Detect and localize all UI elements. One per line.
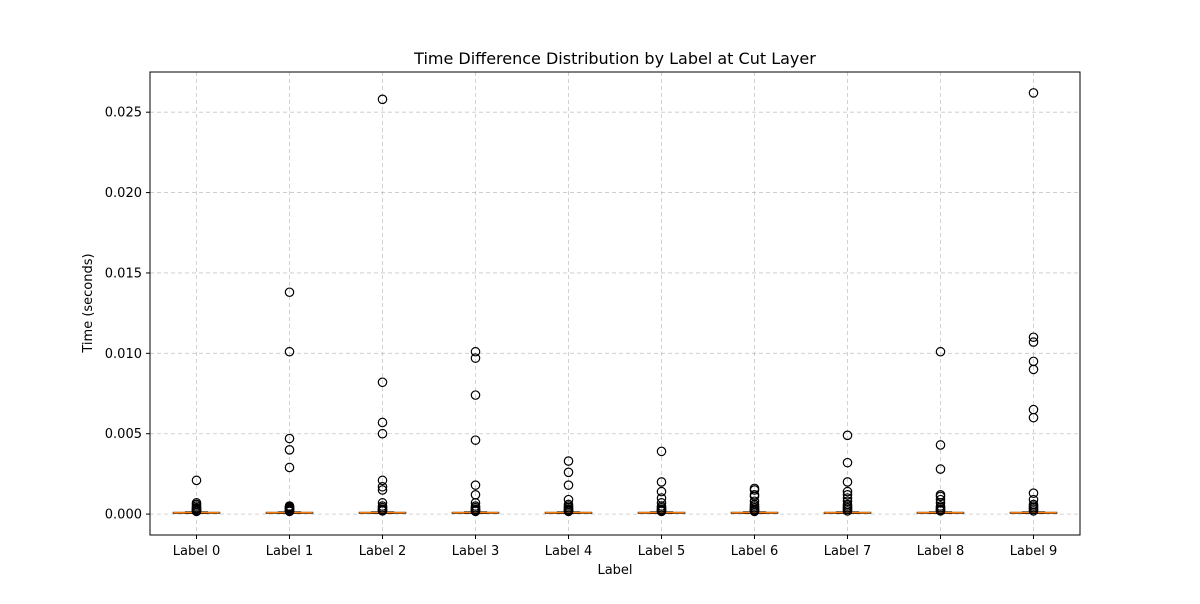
x-tick-label: Label 8 — [917, 544, 964, 559]
box-group — [916, 346, 965, 516]
x-axis-label: Label — [597, 563, 632, 578]
x-tick-label: Label 7 — [824, 544, 871, 559]
outlier-point — [1028, 488, 1039, 499]
outlier-point — [656, 477, 667, 487]
outlier-point — [1028, 412, 1039, 423]
y-tick-label: 0.015 — [105, 266, 142, 281]
y-tick-label: 0.000 — [105, 508, 142, 523]
box-group — [265, 287, 314, 517]
outlier-point — [470, 480, 481, 490]
outlier-point — [1028, 337, 1039, 347]
outlier-point — [377, 506, 388, 516]
grid-lines — [150, 72, 1080, 535]
outlier-point — [842, 477, 853, 487]
chart-title: Time Difference Distribution by Label at… — [413, 49, 816, 68]
outlier-point — [470, 506, 481, 517]
x-tick-label: Label 6 — [731, 544, 778, 559]
plot-frame — [149, 71, 1081, 536]
outlier-point — [377, 485, 388, 495]
outlier-point — [563, 480, 574, 490]
outlier-point — [191, 475, 202, 486]
y-axis-label: Time (seconds) — [81, 253, 96, 353]
outlier-point — [470, 435, 481, 445]
x-tick-label: Label 1 — [266, 544, 313, 559]
outlier-point — [284, 433, 295, 444]
outlier-point — [1028, 332, 1039, 343]
x-tick-label: Label 5 — [638, 544, 685, 559]
outlier-point — [749, 506, 760, 517]
outlier-point — [470, 390, 481, 400]
outlier-point — [377, 377, 388, 388]
outlier-point — [284, 444, 295, 455]
outlier-point — [656, 506, 667, 517]
box-group — [358, 94, 407, 516]
outlier-point — [563, 467, 574, 478]
outlier-point — [842, 506, 853, 516]
outlier-point — [656, 486, 667, 497]
outlier-point — [749, 485, 760, 495]
y-tick-label: 0.025 — [105, 106, 142, 121]
box-group — [451, 346, 500, 517]
outlier-point — [935, 464, 946, 474]
box-group — [1009, 88, 1058, 516]
outlier-point — [842, 457, 853, 468]
outlier-point — [842, 486, 853, 497]
outlier-point — [284, 462, 295, 473]
outlier-point — [563, 456, 574, 466]
x-tick-label: Label 0 — [173, 544, 220, 559]
x-tick-label: Label 2 — [359, 544, 406, 559]
outlier-point — [935, 346, 946, 357]
outlier-point — [377, 481, 388, 492]
y-tick-label: 0.020 — [105, 186, 142, 201]
box-group — [172, 475, 221, 517]
outlier-point — [656, 446, 667, 457]
y-tick-label: 0.005 — [105, 427, 142, 442]
x-tick-label: Label 3 — [452, 544, 499, 559]
outlier-point — [563, 506, 574, 517]
box-group — [823, 430, 872, 516]
boxes-layer — [172, 88, 1058, 517]
outlier-point — [935, 506, 946, 516]
box-group — [730, 483, 779, 517]
outlier-point — [935, 491, 946, 502]
outlier-point — [1028, 506, 1039, 516]
outlier-point — [1028, 364, 1039, 375]
axes-layer: 0.000 0.005 0.010 0.015 0.020 0.025 Label 0 Lab… — [105, 71, 1081, 559]
outlier-point — [1028, 88, 1039, 98]
outlier-point — [470, 346, 481, 357]
box-group — [544, 456, 593, 517]
outlier-point — [470, 353, 481, 363]
outlier-point — [377, 94, 388, 105]
outlier-point — [842, 430, 853, 441]
outlier-point — [377, 428, 388, 439]
outlier-point — [377, 417, 388, 428]
x-tick-label: Label 9 — [1010, 544, 1057, 559]
outlier-point — [842, 490, 853, 500]
outlier-point — [284, 346, 295, 357]
y-tick-label: 0.010 — [105, 347, 142, 362]
x-tick-label: Label 4 — [545, 544, 592, 559]
outlier-point — [284, 287, 295, 298]
outlier-point — [935, 440, 946, 450]
outlier-point — [377, 475, 388, 486]
outlier-point — [284, 506, 295, 517]
outlier-point — [191, 506, 202, 517]
box-group — [637, 446, 686, 517]
